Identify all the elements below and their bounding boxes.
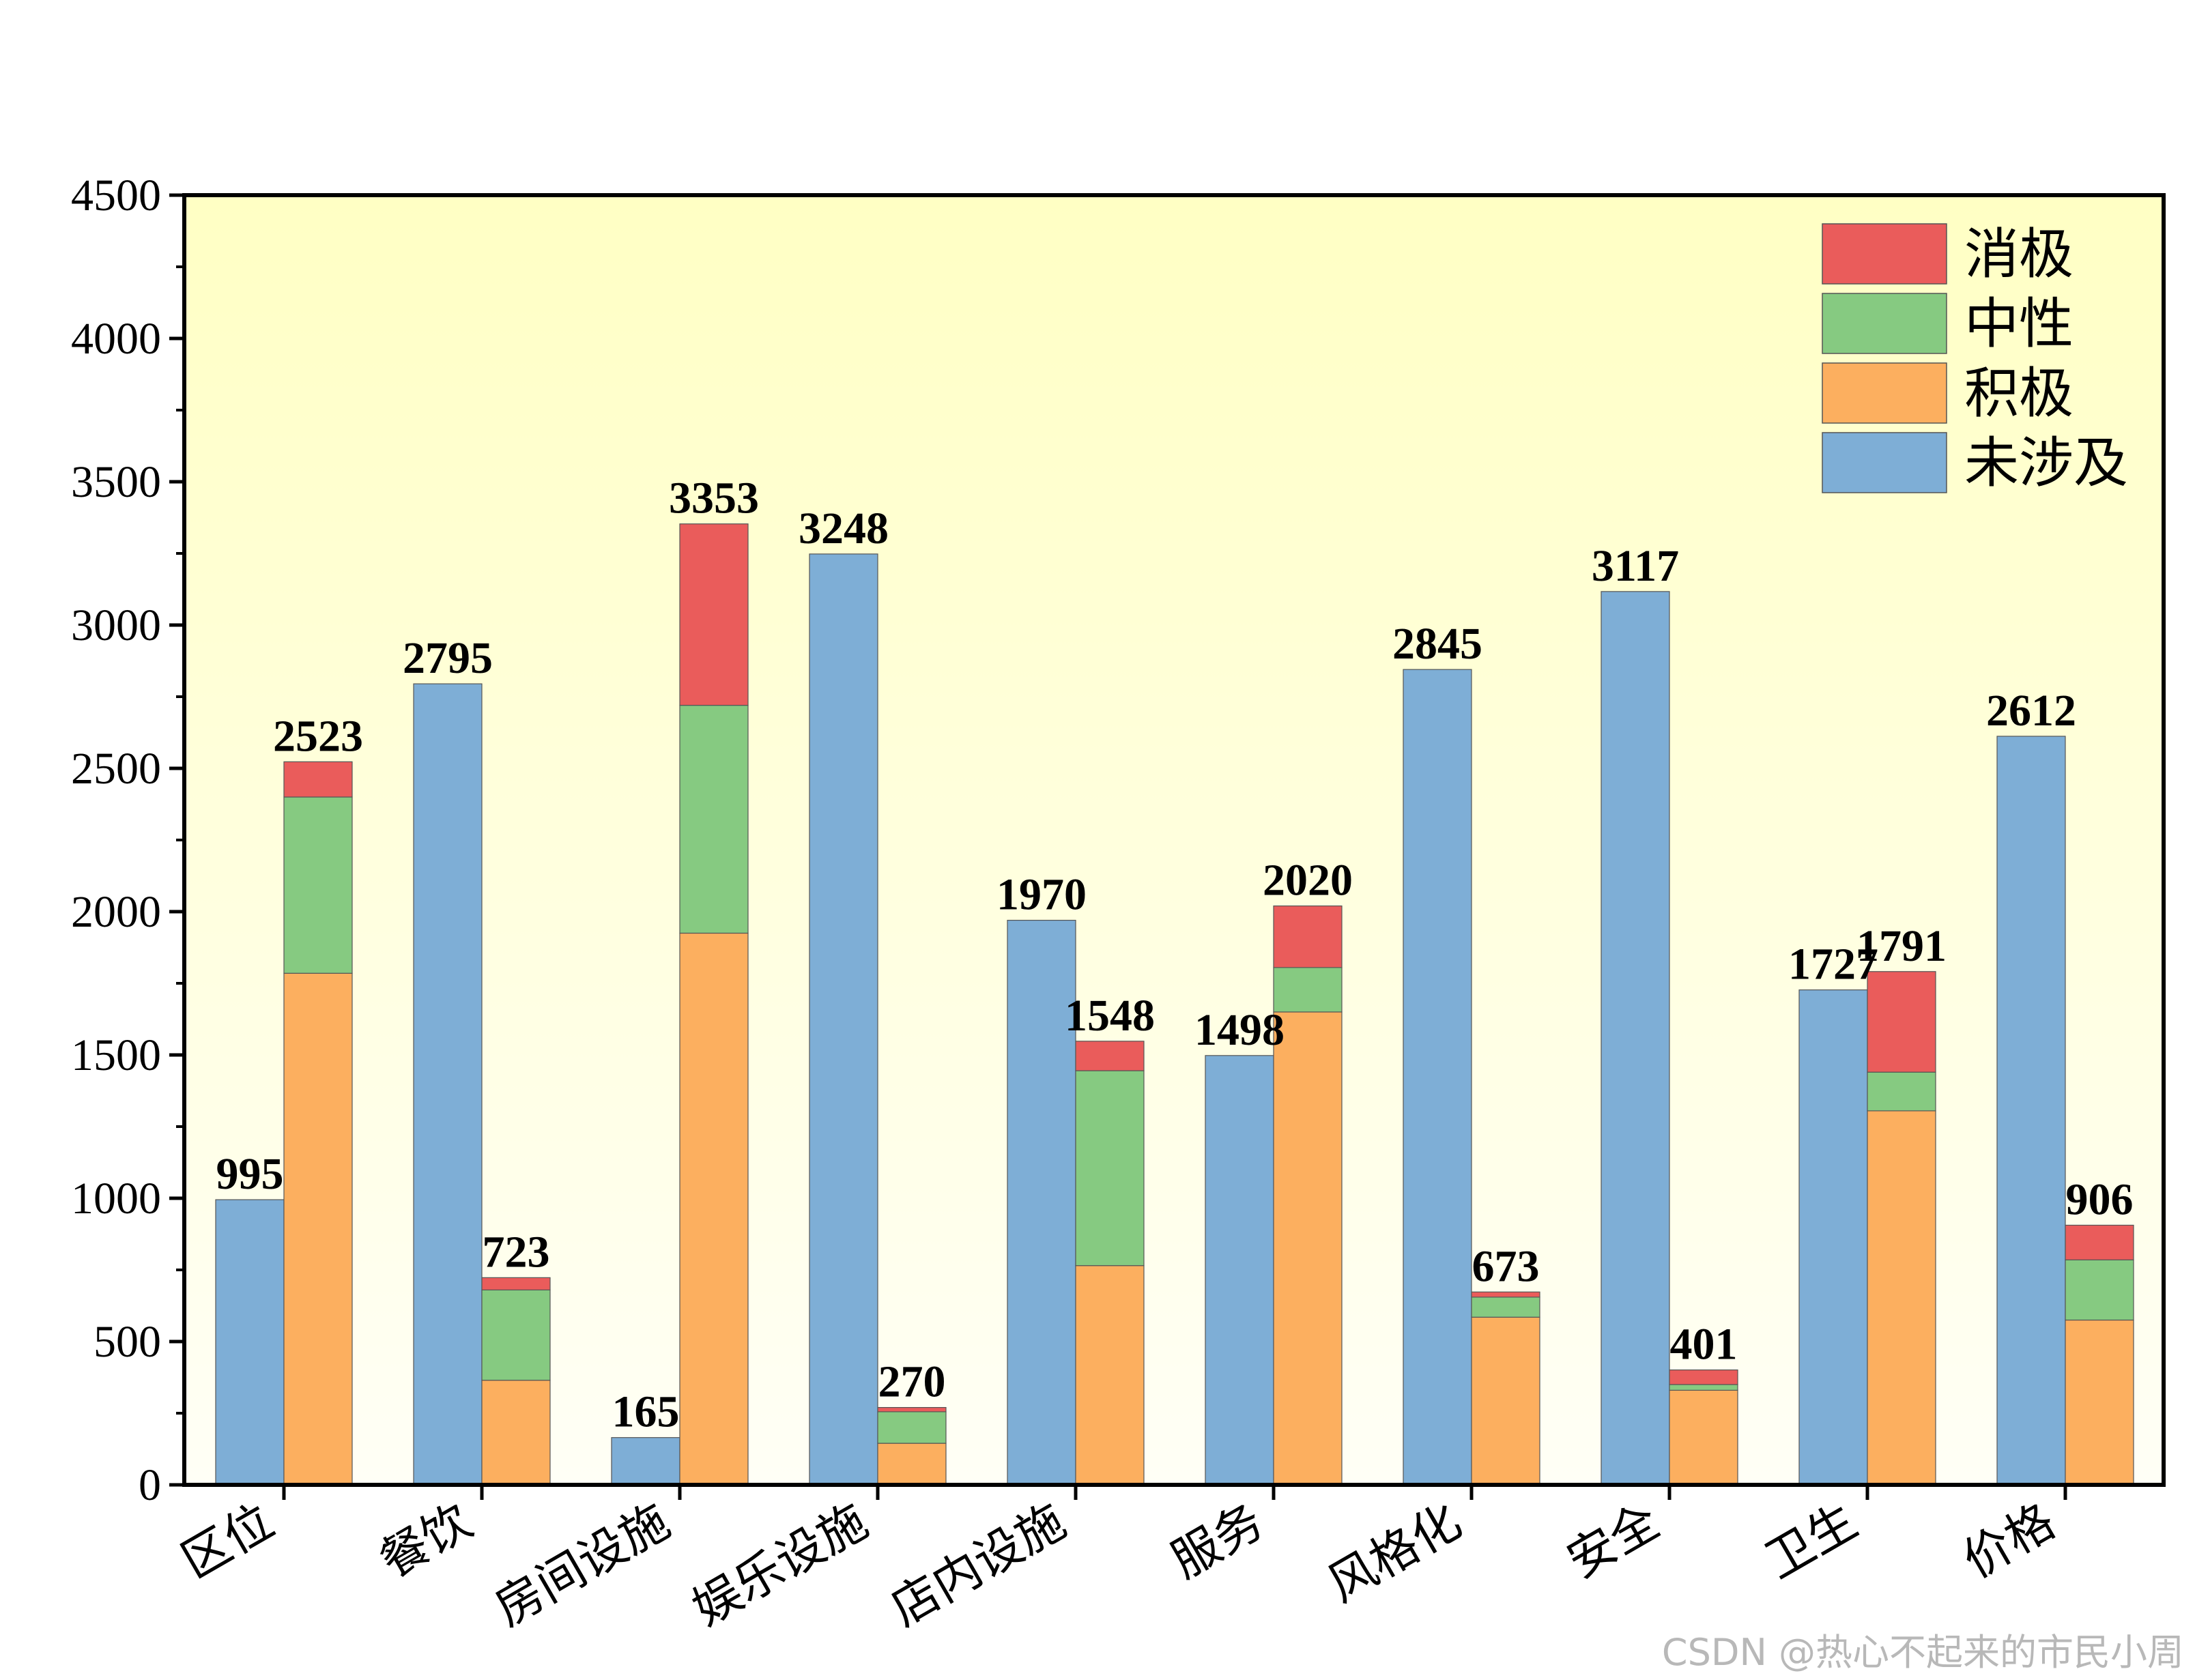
y-tick-label: 2500: [71, 744, 161, 794]
bar-消极-房间设施: [679, 523, 749, 706]
bar-中性-房间设施: [679, 704, 749, 934]
bar-中性-价格: [2065, 1259, 2134, 1321]
bar-消极-店内设施: [1075, 1041, 1145, 1071]
bar-未涉及-价格: [1996, 736, 2066, 1486]
data-label-left-卫生: 1727: [1788, 940, 1878, 989]
legend-swatch-消极: [1822, 223, 1947, 285]
data-label-right-风格化: 673: [1472, 1241, 1540, 1291]
data-label-left-娱乐设施: 3248: [799, 504, 889, 553]
bar-消极-区位: [283, 761, 353, 798]
bar-消极-娱乐设施: [877, 1407, 947, 1413]
data-label-right-房间设施: 3353: [669, 474, 759, 523]
data-label-left-风格化: 2845: [1392, 619, 1482, 669]
y-tick-label: 500: [94, 1317, 161, 1367]
bar-中性-风格化: [1471, 1297, 1540, 1318]
data-label-right-价格: 906: [2066, 1174, 2134, 1224]
bars-layer: [215, 523, 2134, 1486]
bar-未涉及-服务: [1205, 1055, 1274, 1486]
x-tick-label-价格: 价格: [1953, 1493, 2064, 1589]
bar-中性-区位: [283, 796, 353, 974]
y-tick-label: 4000: [71, 314, 161, 364]
bar-积极-服务: [1273, 1011, 1343, 1486]
x-tick-label-区位: 区位: [172, 1493, 283, 1589]
y-tick-label: 1500: [71, 1030, 161, 1080]
bar-消极-卫生: [1867, 971, 1936, 1073]
bar-消极-安全: [1669, 1369, 1738, 1385]
bar-积极-区位: [283, 972, 353, 1486]
bar-未涉及-餐饮: [413, 683, 483, 1486]
bar-未涉及-娱乐设施: [809, 553, 878, 1486]
bar-未涉及-卫生: [1798, 989, 1868, 1486]
data-labels-layer: 995 2523 2795 723 165 3353 3248 270 1970 1548 1498…: [216, 474, 2134, 1437]
legend-swatch-积极: [1822, 362, 1947, 424]
data-label-right-娱乐设施: 270: [878, 1357, 946, 1407]
x-tick-label-房间设施: 房间设施: [485, 1493, 678, 1637]
bar-消极-价格: [2065, 1224, 2134, 1260]
data-label-right-餐饮: 723: [483, 1227, 550, 1277]
y-tick-label: 1000: [71, 1174, 161, 1223]
data-label-left-价格: 2612: [1986, 686, 2076, 736]
bar-中性-安全: [1669, 1384, 1738, 1391]
bar-中性-服务: [1273, 967, 1343, 1013]
bar-未涉及-区位: [215, 1199, 285, 1486]
legend-label-消极: 消极: [1964, 222, 2074, 286]
data-label-left-区位: 995: [216, 1149, 284, 1199]
data-label-right-店内设施: 1548: [1065, 991, 1155, 1041]
bar-积极-店内设施: [1075, 1265, 1145, 1486]
x-tick-label-店内设施: 店内设施: [881, 1493, 1074, 1637]
bar-积极-安全: [1669, 1389, 1738, 1486]
bar-积极-价格: [2065, 1319, 2134, 1486]
legend-swatch-中性: [1822, 293, 1947, 354]
bar-积极-娱乐设施: [877, 1443, 947, 1486]
data-label-left-服务: 1498: [1194, 1005, 1285, 1055]
bar-未涉及-安全: [1601, 591, 1670, 1486]
bar-消极-风格化: [1471, 1291, 1540, 1298]
data-label-left-餐饮: 2795: [403, 633, 493, 683]
data-label-right-服务: 2020: [1263, 856, 1353, 906]
data-label-left-房间设施: 165: [612, 1387, 680, 1437]
y-tick-label: 0: [139, 1460, 161, 1510]
data-label-left-店内设施: 1970: [996, 870, 1087, 920]
bar-未涉及-风格化: [1403, 669, 1472, 1486]
y-tick-label: 3000: [71, 600, 161, 650]
legend-label-未涉及: 未涉及: [1964, 431, 2128, 495]
x-tick-label-服务: 服务: [1162, 1493, 1272, 1589]
data-label-right-区位: 2523: [273, 711, 363, 761]
data-label-left-安全: 3117: [1592, 541, 1679, 591]
y-tick-label: 2000: [71, 887, 161, 937]
legend-label-中性: 中性: [1964, 292, 2074, 356]
bar-消极-餐饮: [481, 1277, 551, 1290]
x-tick-label-餐饮: 餐饮: [370, 1493, 480, 1589]
x-tick-label-娱乐设施: 娱乐设施: [683, 1493, 876, 1637]
legend-label-积极: 积极: [1964, 362, 2074, 425]
bar-积极-餐饮: [481, 1380, 551, 1486]
bar-未涉及-店内设施: [1007, 919, 1076, 1486]
x-tick-label-卫生: 卫生: [1755, 1493, 1866, 1589]
x-axis: 区位 餐饮 房间设施 娱乐设施 店内设施 服务 风格化 安全 卫生 价格: [172, 1485, 2067, 1637]
data-label-right-卫生: 1791: [1856, 921, 1947, 971]
bar-未涉及-房间设施: [611, 1437, 680, 1486]
bar-积极-卫生: [1867, 1110, 1936, 1486]
data-label-right-安全: 401: [1670, 1320, 1738, 1370]
bar-积极-风格化: [1471, 1316, 1540, 1486]
y-axis: 0 500 1000 1500 2000 2500 3000 3500 4000 4500: [71, 171, 184, 1510]
bar-中性-店内设施: [1075, 1070, 1145, 1266]
y-tick-label: 3500: [71, 457, 161, 507]
bar-消极-服务: [1273, 905, 1343, 968]
bar-中性-卫生: [1867, 1071, 1936, 1112]
bar-中性-餐饮: [481, 1289, 551, 1381]
bar-中性-娱乐设施: [877, 1411, 947, 1444]
legend-swatch-未涉及: [1822, 432, 1947, 493]
x-tick-label-安全: 安全: [1558, 1493, 1668, 1589]
watermark-text: CSDN @热心不起来的市民小周: [1662, 1631, 2184, 1674]
x-tick-label-风格化: 风格化: [1319, 1493, 1471, 1613]
bar-积极-房间设施: [679, 932, 749, 1486]
y-tick-label: 4500: [71, 171, 161, 220]
